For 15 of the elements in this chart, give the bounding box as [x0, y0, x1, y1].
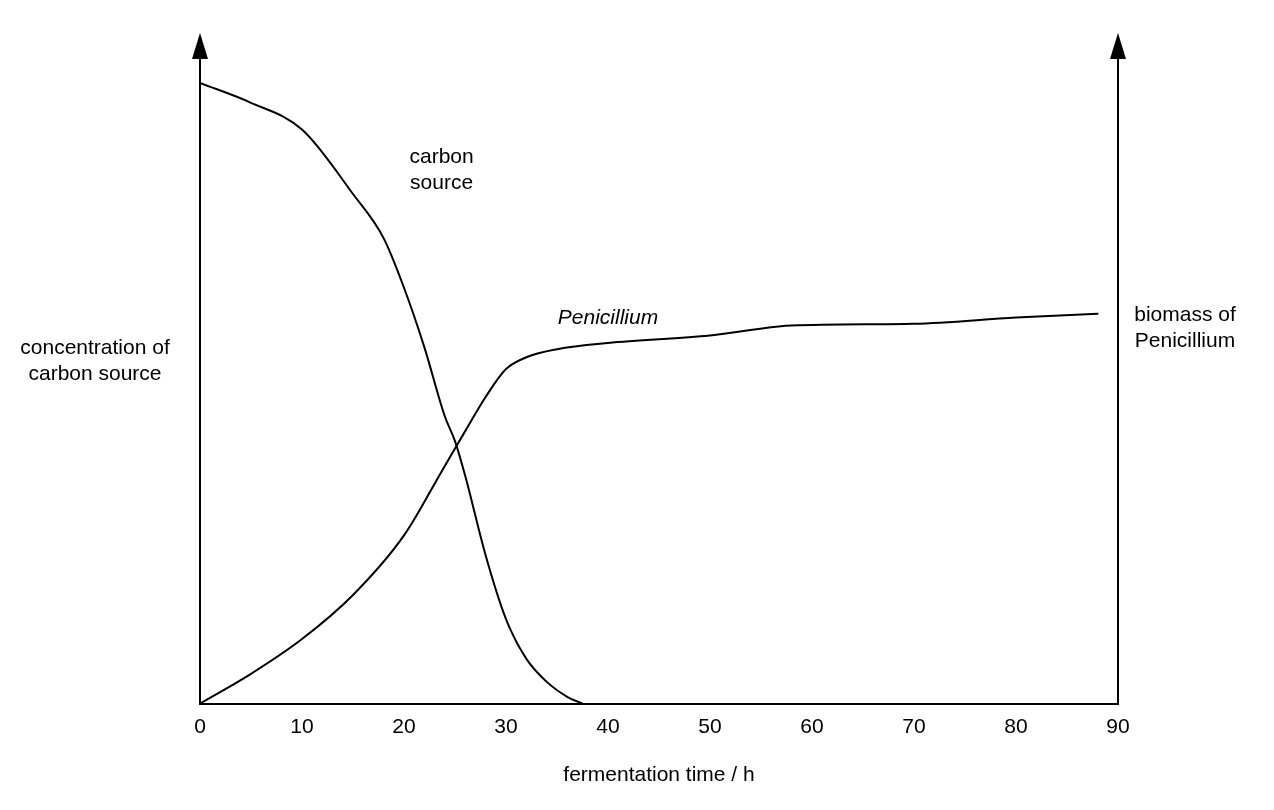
text: carbon source: [409, 144, 474, 194]
x-tick-label: 20: [392, 714, 416, 737]
y-axis-title: concentration of carbon source: [19, 333, 171, 386]
x-tick-label: 50: [698, 714, 722, 737]
x-tick-label: 30: [494, 714, 518, 737]
x-tick-label: 60: [800, 714, 824, 737]
x-tick-label: 70: [902, 714, 926, 737]
x-tick-label: 0: [194, 714, 206, 737]
x-axis-title: fermentation time / h: [563, 762, 755, 786]
series-label: Penicillium: [557, 305, 659, 329]
y2-axis-title: biomass of Penicillium: [1133, 301, 1237, 354]
x-tick-label: 90: [1106, 714, 1130, 737]
x-tick-label: 40: [596, 714, 620, 737]
x-tick-label: 10: [290, 714, 314, 737]
x-tick-label: 80: [1004, 714, 1028, 737]
